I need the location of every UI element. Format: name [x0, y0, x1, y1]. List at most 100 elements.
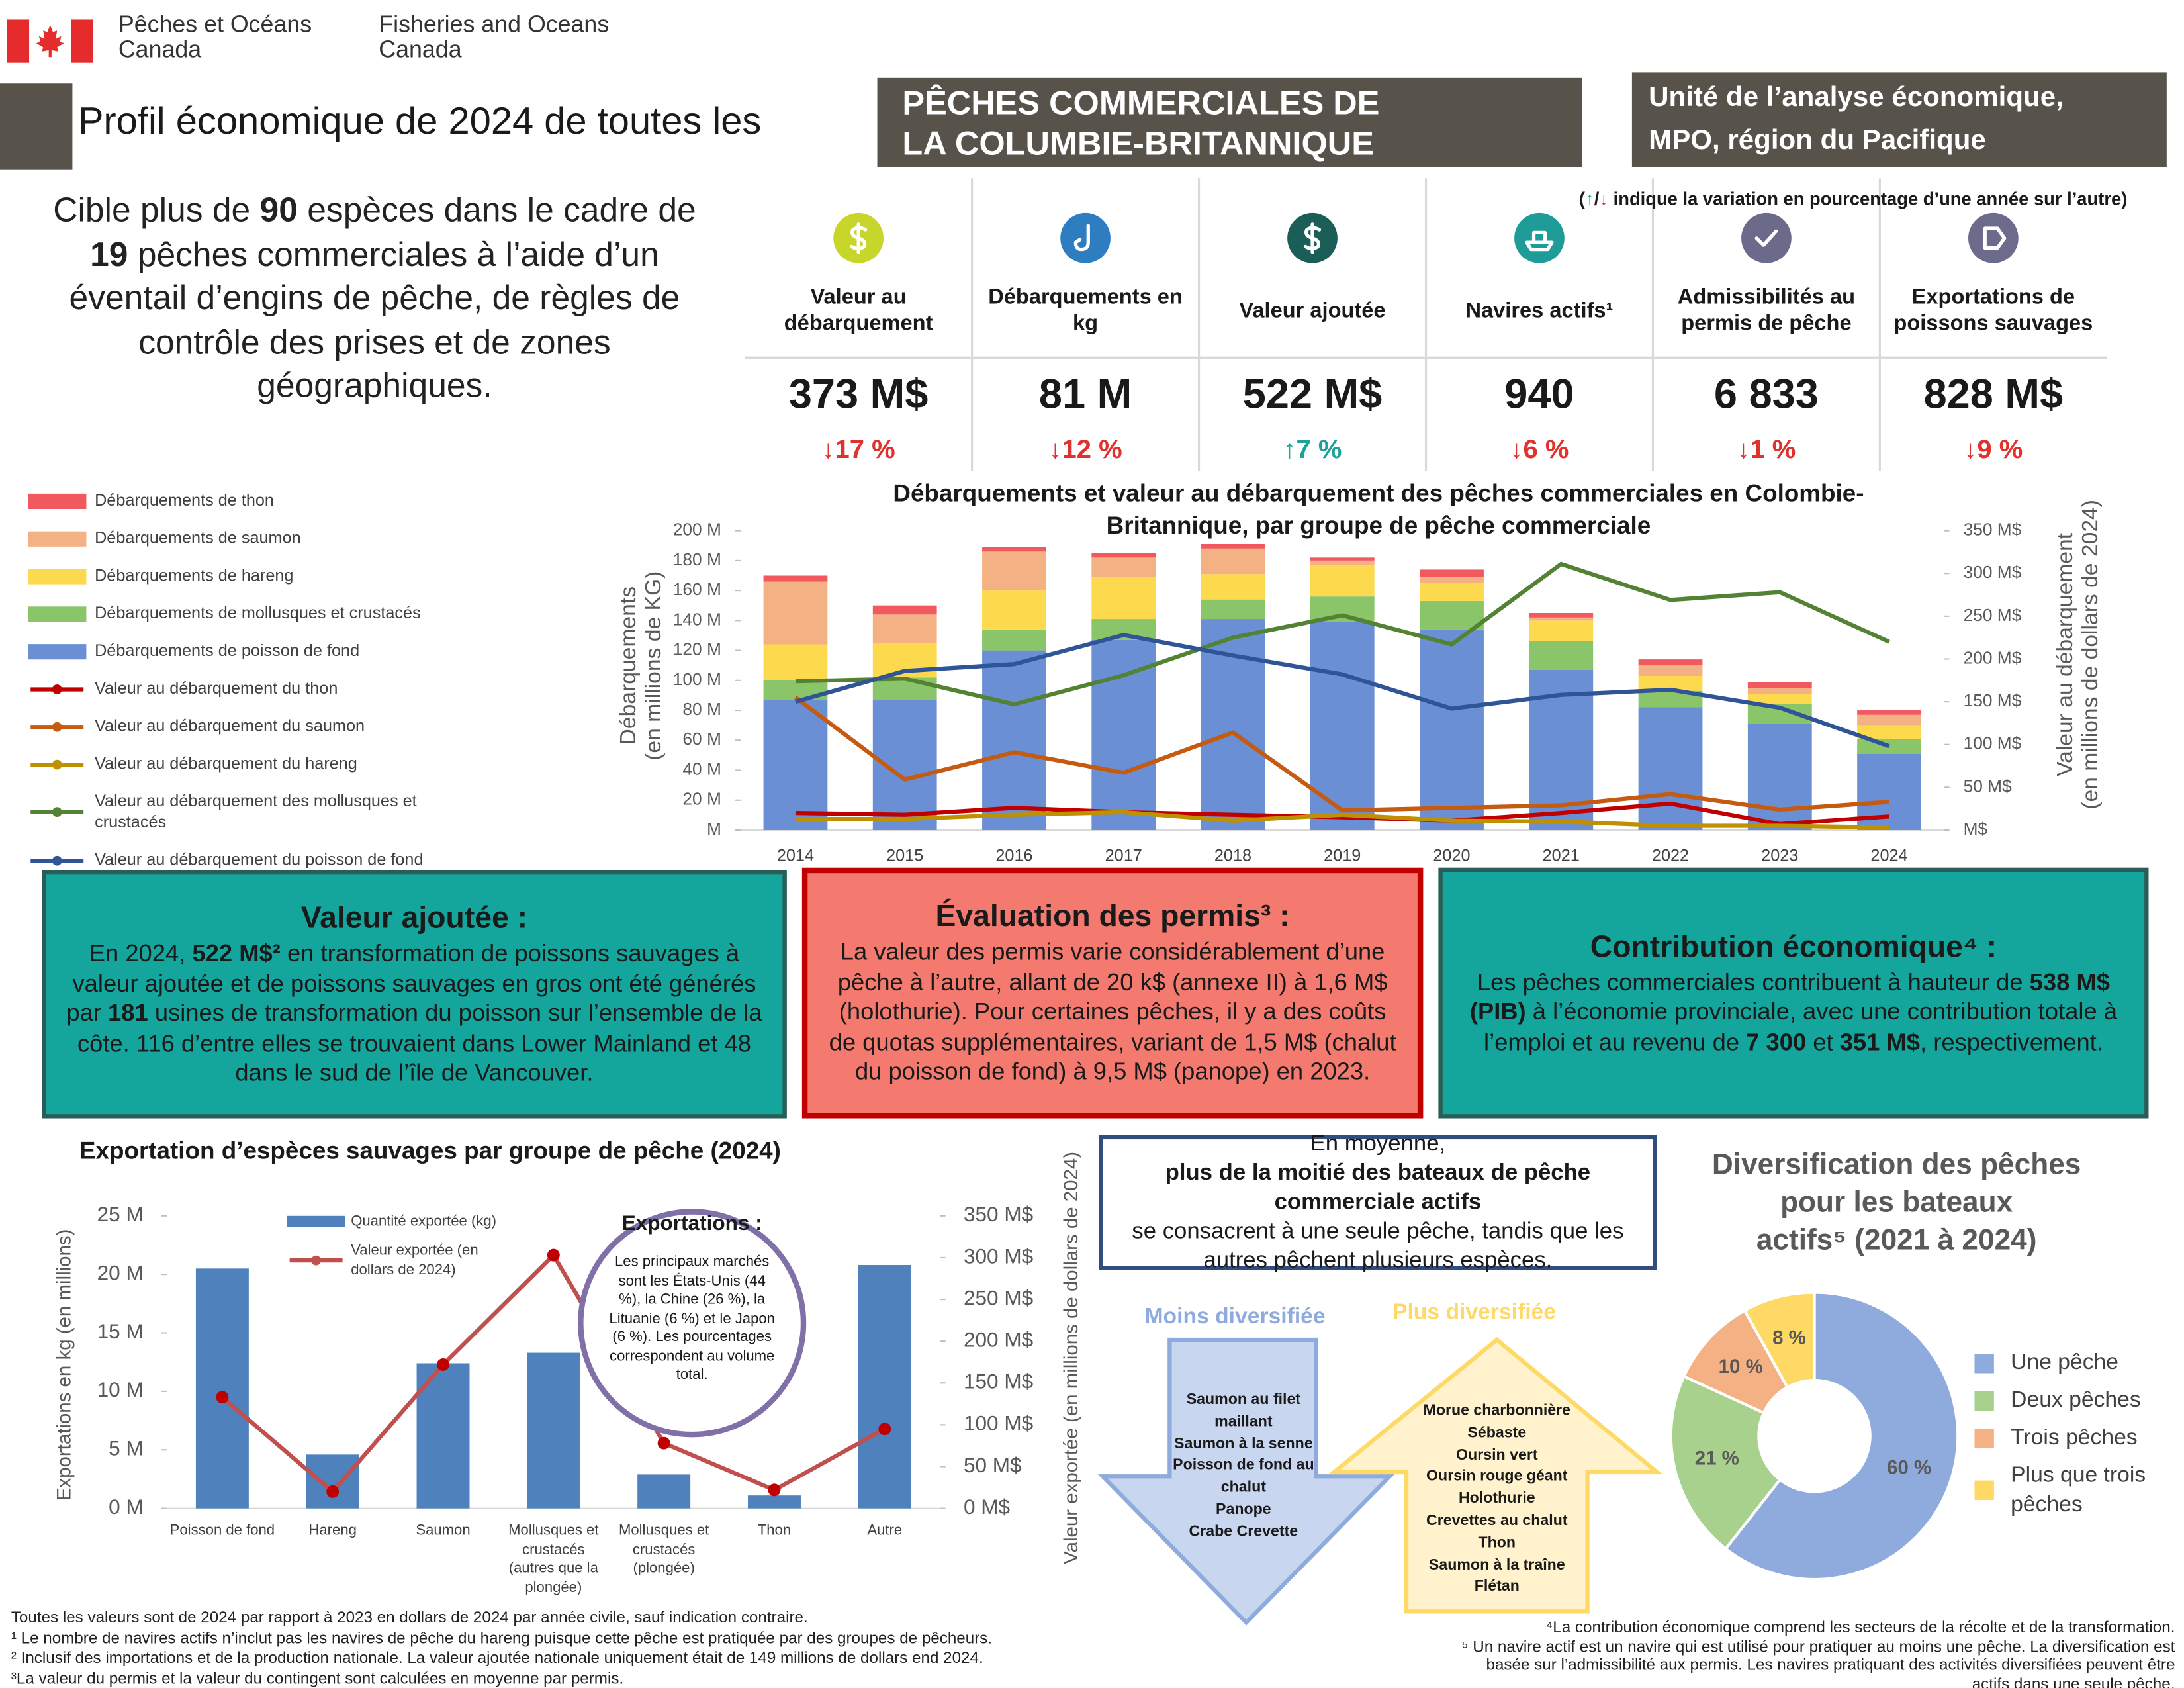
title-line: LA COLUMBIE-BRITANNIQUE	[902, 125, 1374, 164]
legend-item: Valeur au débarquement du thon	[28, 679, 473, 700]
text-run: pêches commerciales à l’aide d’un éventa…	[69, 236, 680, 406]
legend-swatch	[28, 492, 87, 508]
line-marker	[547, 1248, 560, 1262]
bar	[1857, 710, 1921, 715]
x-tick-label: 2014	[776, 845, 815, 865]
legend-dot	[52, 759, 62, 769]
less-item: Saumon au filet maillant	[1186, 1391, 1301, 1430]
chart-title: Débarquements et valeur au débarquement …	[893, 479, 1864, 507]
bar	[1420, 577, 1484, 583]
info-box: Évaluation des permis³ : La valeur des p…	[801, 867, 1424, 1119]
bar	[1201, 548, 1265, 575]
y-tick-label: 140 M	[673, 609, 721, 629]
x-tick-label: Autre	[867, 1522, 903, 1539]
y-tick-label: 300 M$	[1964, 562, 2022, 582]
callout-title: Exportations :	[621, 1211, 762, 1236]
legend: Débarquements de thon Débarquements de sa…	[28, 491, 473, 870]
metric-value: 940	[1504, 371, 1574, 418]
text-run: 351 M$	[1839, 1027, 1921, 1056]
donut-slice	[1669, 1374, 1782, 1551]
title-block	[0, 83, 73, 170]
bar	[763, 575, 828, 582]
flag-bar	[71, 19, 93, 63]
bar	[982, 551, 1046, 591]
less-item: Crabe Crevette	[1189, 1523, 1298, 1540]
y-tick-label: 180 M	[673, 549, 721, 569]
chart-title: Britannique, par groupe de pêche commerc…	[1106, 511, 1651, 539]
legend-label: Valeur au débarquement du saumon	[95, 716, 365, 735]
org-line: Pêches et Océans	[118, 11, 312, 38]
maple-leaf	[36, 24, 64, 58]
x-tick-label: Saumon	[416, 1522, 471, 1539]
unit-line: MPO, région du Pacifique	[1649, 125, 1986, 156]
more-item: Oursin rouge géant	[1426, 1468, 1568, 1485]
text-run: 522 M$²	[192, 939, 281, 967]
x-tick-label: 2016	[995, 845, 1033, 865]
bar	[1857, 714, 1921, 726]
donut-label: 8 %	[1772, 1327, 1806, 1348]
box-title: Contribution économique⁴ :	[1590, 928, 1997, 964]
box-text: En 2024, 522 M$² en transformation de po…	[66, 939, 763, 1089]
metric-icon-glyph	[1983, 226, 2007, 250]
line-marker	[216, 1391, 229, 1404]
donut-slice	[1682, 1308, 1790, 1415]
legend-item: Une pêche	[1974, 1348, 2156, 1378]
bar	[1747, 688, 1812, 694]
metric-label: Débarquements en kg	[988, 285, 1183, 336]
more-item: Thon	[1478, 1534, 1516, 1552]
legend-label: Une pêche	[2011, 1350, 2119, 1375]
footnote: ² Inclusif des importations et de la pro…	[11, 1650, 983, 1667]
legend-swatch	[1974, 1390, 1994, 1411]
more-item: Sébaste	[1467, 1424, 1527, 1442]
org-en: Fisheries and Oceans Canada	[379, 12, 609, 63]
page-title: Profil économique de 2024 de toutes les	[77, 99, 762, 142]
bar	[872, 605, 937, 615]
chart-title: actifs⁵ (2021 à 2024)	[1756, 1224, 2037, 1256]
flag	[7, 19, 93, 63]
y-tick-label: 200 M$	[964, 1327, 1034, 1351]
legend-swatch	[1974, 1353, 1994, 1373]
legend-item: Deux pêches	[1974, 1385, 2156, 1415]
more-item: Morue charbonnière	[1423, 1402, 1571, 1419]
more-item: Crevettes au chalut	[1426, 1512, 1568, 1530]
donut-label: 21 %	[1695, 1448, 1739, 1470]
legend-label: Plus que trois pêches	[2011, 1464, 2146, 1517]
bar	[1310, 560, 1375, 565]
bar	[1529, 620, 1594, 641]
down-arrow	[1097, 1337, 1395, 1626]
bar	[1529, 613, 1594, 618]
legend-label: Débarquements de thon	[95, 490, 274, 510]
highlight-box: En moyenne, plus de la moitié des bateau…	[1099, 1131, 1657, 1273]
donut-label: 10 %	[1719, 1356, 1763, 1378]
footnotes-left: Toutes les valeurs sont de 2024 par rapp…	[11, 1609, 1265, 1688]
donut-label: 60 %	[1887, 1457, 1931, 1479]
metric-icon	[1741, 212, 1792, 263]
more-label: Plus diversifiée	[1392, 1301, 1556, 1325]
metric-label: Exportations de poissons sauvages	[1893, 285, 2093, 336]
text-run: indique la variation en pourcentage d’un…	[1608, 188, 2128, 209]
x-tick-label: 2022	[1651, 845, 1690, 865]
metric-icon-glyph	[1754, 229, 1778, 247]
bar	[1747, 724, 1812, 830]
bar	[747, 1495, 801, 1509]
chart-title: pour les bateaux	[1780, 1186, 2013, 1219]
axis-title: (en millions de KG)	[641, 571, 666, 761]
y-tick-label: 100 M	[673, 669, 721, 689]
metric-value: 828 M$	[1923, 371, 2064, 418]
bar	[763, 644, 828, 680]
legend-label: Valeur au débarquement du thon	[95, 678, 338, 698]
y-tick-label: M	[707, 819, 721, 839]
bar	[1420, 583, 1484, 601]
legend-dot	[52, 721, 62, 731]
legend-label: Valeur au débarquement du hareng	[95, 753, 357, 773]
y-tick-label: 300 M$	[964, 1244, 1034, 1268]
bar	[1638, 707, 1703, 830]
x-tick-label: 2019	[1324, 845, 1361, 865]
text-run: à l’économie provinciale, avec une contr…	[1484, 997, 2118, 1056]
text-run: , respectivement.	[1920, 1027, 2103, 1056]
text-run: plus de la moitié des bateaux de pêche c…	[1165, 1160, 1591, 1215]
text-run: En 2024,	[89, 939, 193, 967]
legend-box	[28, 530, 87, 546]
bar	[1310, 622, 1375, 830]
